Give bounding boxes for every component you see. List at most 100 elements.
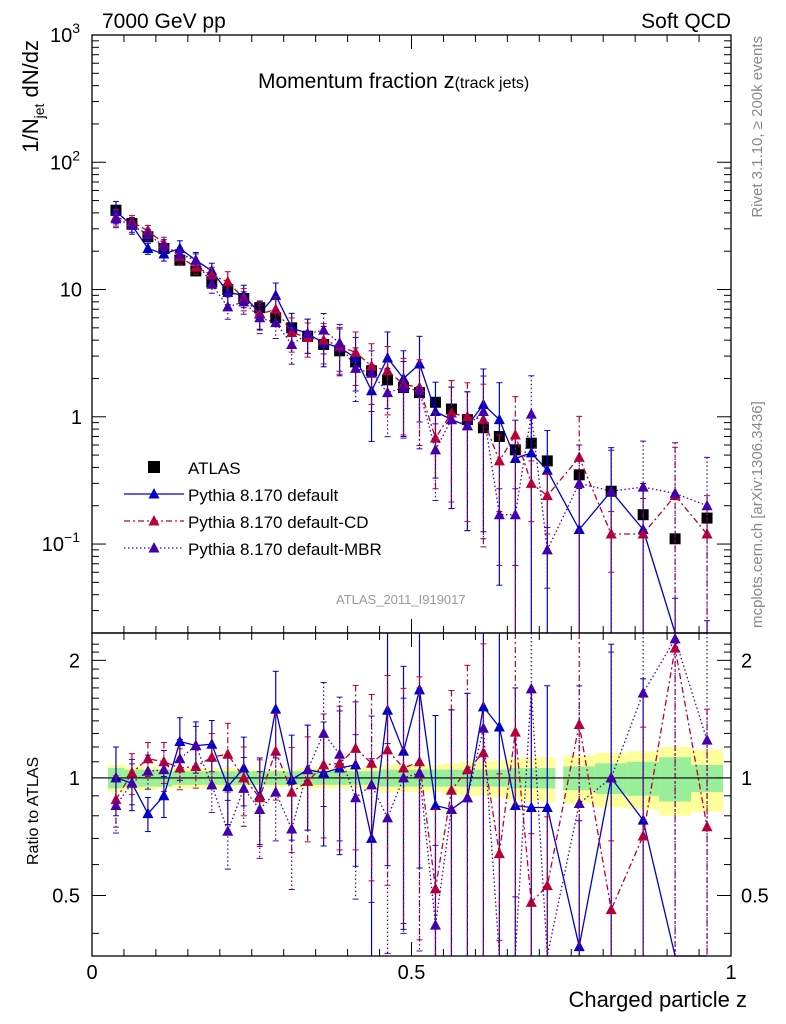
mc-point-ratio: [334, 748, 346, 759]
x-tick-label: 0: [86, 962, 97, 984]
mc-point-main: [366, 367, 378, 378]
mc-point-main: [525, 408, 537, 419]
mc-point-main: [286, 338, 298, 349]
mc-point-ratio: [382, 704, 394, 715]
mc-point-ratio: [382, 811, 394, 823]
mc-point-ratio: [429, 799, 441, 810]
mc-point-ratio: [158, 755, 170, 767]
y-label-suffix: dN/dz: [18, 40, 43, 104]
ratio-axis-label: Ratio to ATLAS: [25, 757, 42, 865]
mc-point-main: [350, 362, 362, 373]
axes: 0 0.5 1 10−1 1 10 102 103 0.5 0.5 1 1 2 2: [42, 20, 769, 984]
mc-point-ratio: [126, 777, 138, 788]
mc-point-ratio: [637, 814, 649, 825]
mc-point-main: [509, 508, 521, 520]
uncertainty-bands: [107, 747, 724, 816]
mc-point-main: [429, 443, 441, 455]
mc-point-ratio: [461, 791, 473, 803]
rivet-version-label: Rivet 3.1.10, ≥ 200k events: [749, 36, 766, 218]
mc-point-ratio: [477, 746, 489, 758]
legend-label: Pythia 8.170 default-CD: [188, 513, 369, 532]
analysis-watermark: ATLAS_2011_I919017: [336, 592, 466, 607]
mc-point-ratio: [158, 789, 170, 801]
mc-point-main: [254, 311, 266, 323]
mc-point-main: [110, 212, 122, 224]
y-tick-label: 10: [60, 280, 82, 302]
mc-point-main: [366, 360, 378, 371]
series-2: [110, 208, 713, 956]
mc-point-main: [493, 454, 505, 466]
ratio-tick-label-right: 1: [741, 768, 752, 790]
mc-point-ratio: [445, 784, 457, 795]
mc-point-main: [382, 364, 394, 376]
mc-point-main: [541, 543, 553, 555]
mc-point-ratio: [413, 766, 425, 778]
mc-point-ratio: [174, 752, 186, 764]
mc-point-main: [398, 381, 410, 392]
mc-point-ratio: [222, 748, 234, 759]
ratio-tick-label: 1: [69, 768, 80, 790]
y-tick-label: 102: [50, 147, 80, 174]
legend-marker: [148, 488, 160, 499]
mc-point-ratio: [238, 771, 250, 783]
mc-point-main: [142, 242, 154, 254]
mc-point-ratio: [270, 786, 282, 797]
mc-point-main: [206, 278, 218, 289]
series-3: [110, 210, 713, 957]
mc-point-main: [270, 303, 282, 314]
mc-point-ratio: [637, 830, 649, 841]
mc-point-ratio: [525, 801, 537, 813]
mc-point-ratio: [541, 801, 553, 813]
mc-point-main: [318, 324, 330, 335]
mc-point-ratio: [270, 703, 282, 714]
mc-point-ratio: [477, 722, 489, 733]
y-label-sub: jet: [31, 103, 47, 119]
mc-point-ratio: [206, 751, 218, 762]
mc-point-main: [238, 295, 250, 307]
mc-point-ratio: [238, 782, 250, 793]
mc-point-ratio: [158, 763, 170, 775]
mc-point-main: [573, 477, 585, 488]
mc-point-main: [541, 489, 553, 501]
mc-point-ratio: [461, 763, 473, 775]
mc-point-main: [158, 239, 170, 251]
legend-label: ATLAS: [188, 459, 241, 478]
mc-point-ratio: [190, 760, 202, 771]
mc-point-main: [222, 300, 234, 312]
mc-point-ratio: [509, 726, 521, 737]
y-axis-label: 1/Njet dN/dz: [18, 40, 47, 153]
mc-point-ratio: [350, 791, 362, 803]
mc-point-ratio: [302, 763, 314, 775]
mc-point-main: [477, 413, 489, 425]
legend: ATLAS Pythia 8.170 default Pythia 8.170 de…: [124, 459, 382, 559]
mc-point-ratio: [605, 771, 617, 783]
mc-point-ratio: [222, 825, 234, 836]
mc-point-main: [190, 254, 202, 265]
x-axis-label: Charged particle z: [568, 987, 747, 1012]
mc-point-ratio: [382, 743, 394, 755]
mc-point-ratio: [142, 765, 154, 776]
title-sub: (track jets): [455, 75, 530, 92]
mc-point-ratio: [525, 682, 537, 694]
mc-point-ratio: [541, 879, 553, 891]
mc-point-main: [573, 451, 585, 462]
mc-point-main: [142, 228, 154, 240]
mc-point-ratio: [238, 762, 250, 773]
mc-point-ratio: [573, 797, 585, 809]
mc-point-main: [382, 386, 394, 398]
y-tick-label: 103: [50, 20, 80, 47]
title-z: z: [444, 68, 455, 93]
mc-point-ratio: [318, 758, 330, 770]
title-main: Momentum fraction: [258, 70, 444, 93]
ratio-tick-label-right: 2: [741, 650, 752, 672]
y-label-prefix: 1/N: [18, 118, 43, 152]
legend-label: Pythia 8.170 default-MBR: [188, 540, 382, 559]
mc-point-main: [270, 316, 282, 328]
mc-point-main: [493, 413, 505, 425]
mc-point-ratio: [493, 721, 505, 732]
mc-point-ratio: [701, 734, 713, 745]
mc-point-main: [222, 275, 234, 287]
ratio-tick-label-right: 0.5: [741, 886, 769, 908]
mc-point-ratio: [445, 803, 457, 815]
mc-point-ratio: [398, 771, 410, 783]
